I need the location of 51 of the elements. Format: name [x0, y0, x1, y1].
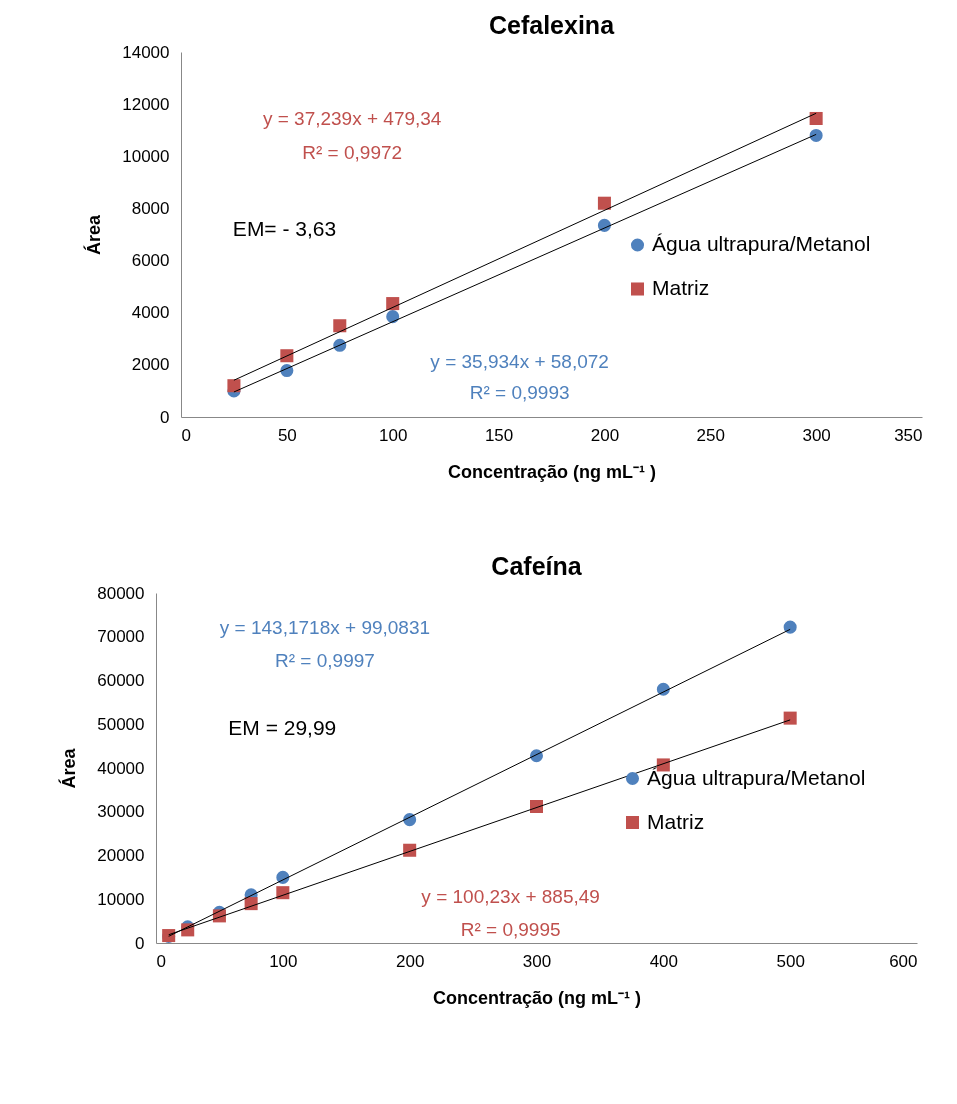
x-tick-label: 50 [277, 425, 297, 445]
legend-label: Matriz [647, 809, 705, 833]
x-tick-label: 150 [484, 425, 514, 445]
x-tick-label: 0 [181, 425, 191, 445]
annotation: y = 100,23x + 885,49 [421, 886, 600, 908]
y-tick-label: 2000 [131, 355, 170, 375]
x-tick-label: 350 [894, 425, 923, 445]
chart-title: Cefalexina [488, 11, 616, 39]
y-tick-label: 50000 [97, 714, 145, 734]
x-tick-label: 200 [395, 951, 425, 971]
y-tick-label: 80000 [97, 583, 145, 603]
y-tick-label: 0 [135, 933, 145, 953]
y-tick-label: 12000 [122, 94, 170, 114]
x-axis-title: Concentração (ng mL⁻¹ ) [432, 987, 642, 1008]
legend-label: Água ultrapura/Metanol [652, 232, 871, 255]
annotation: EM = 29,99 [228, 716, 337, 740]
x-tick-label: 300 [802, 425, 831, 445]
annotation: y = 37,239x + 479,34 [262, 108, 442, 130]
x-tick-label: 400 [649, 951, 679, 971]
x-tick-label: 100 [269, 951, 298, 971]
y-tick-label: 14000 [122, 42, 170, 62]
x-axis-title: Concentração (ng mL⁻¹ ) [447, 461, 657, 482]
y-axis-title: Área [58, 747, 80, 789]
y-axis-title: Área [83, 214, 105, 256]
annotation: R² = 0,9972 [302, 142, 403, 164]
y-tick-label: 4000 [131, 303, 170, 323]
y-tick-label: 60000 [97, 671, 145, 690]
annotation: EM= - 3,63 [232, 217, 337, 241]
x-tick-label: 500 [776, 951, 805, 971]
y-tick-label: 10000 [122, 146, 170, 166]
y-tick-label: 6000 [131, 251, 170, 271]
x-tick-label: 200 [590, 425, 620, 445]
x-tick-label: 600 [889, 951, 918, 971]
annotation: R² = 0,9995 [460, 919, 561, 941]
x-tick-label: 250 [696, 425, 725, 445]
y-tick-label: 8000 [131, 198, 170, 218]
y-tick-label: 70000 [97, 627, 145, 647]
annotation: y = 35,934x + 58,072 [430, 350, 609, 372]
legend-label: Matriz [652, 276, 710, 299]
annotation: R² = 0,9997 [275, 649, 375, 671]
chart-title: Cafeína [491, 552, 583, 580]
y-tick-label: 10000 [97, 889, 145, 909]
y-tick-label: 20000 [97, 846, 145, 865]
annotation: y = 143,1718x + 99,0831 [219, 617, 431, 638]
x-tick-label: 300 [522, 951, 552, 971]
y-tick-label: 40000 [97, 758, 145, 778]
x-tick-label: 100 [379, 425, 408, 445]
annotation: R² = 0,9993 [469, 381, 570, 403]
y-tick-label: 30000 [97, 802, 145, 822]
legend-label: Água ultrapura/Metanol [647, 765, 866, 789]
y-tick-label: 0 [160, 407, 170, 427]
